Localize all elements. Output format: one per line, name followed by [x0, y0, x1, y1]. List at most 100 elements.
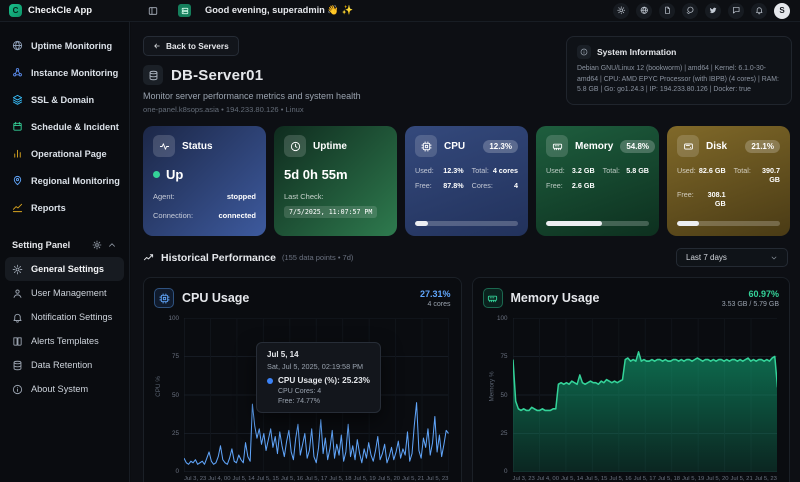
sidebar-item-label: Data Retention [31, 360, 93, 370]
status-up-dot [153, 171, 160, 178]
memory-usage-chart-card: Memory Usage 60.97% 3.53 GB / 5.79 GB Me… [471, 277, 790, 482]
memory-y-axis-ticks: 100 75 50 25 0 [496, 315, 508, 475]
sidebar-item-notification-settings[interactable]: Notification Settings [5, 305, 124, 329]
layers-icon [12, 94, 23, 105]
cpu-progress-bar [415, 221, 518, 226]
bell-icon [12, 312, 23, 323]
cpu-chart-title: CPU Usage [182, 291, 250, 305]
bar-chart-icon [12, 148, 23, 159]
notifications-bell-icon[interactable] [751, 2, 767, 19]
disk-icon [677, 135, 699, 157]
connection-status: connected [218, 211, 256, 220]
map-pin-icon [12, 175, 23, 186]
sidebar-item-schedule-incident[interactable]: Schedule & Incident [0, 113, 129, 140]
docs-file-icon[interactable] [659, 2, 675, 19]
sidebar-item-label: SSL & Domain [31, 94, 95, 105]
database-icon [12, 360, 23, 371]
cpu-y-axis-ticks: 100 75 50 25 0 [168, 315, 179, 475]
setting-panel-label: Setting Panel [12, 240, 71, 250]
sidebar: Uptime Monitoring Instance Monitoring SS… [0, 22, 130, 482]
memory-card: Memory 54.8% Used: 3.2 GB Total: 5.8 GB Fr… [536, 126, 659, 236]
back-to-servers-button[interactable]: Back to Servers [143, 36, 239, 56]
historical-performance-header: Historical Performance (155 data points … [143, 248, 790, 267]
sidebar-item-label: Uptime Monitoring [31, 40, 113, 51]
sidebar-item-label: Regional Monitoring [31, 175, 120, 186]
sidebar-item-instance-monitoring[interactable]: Instance Monitoring [0, 59, 129, 86]
cpu-icon [154, 288, 174, 308]
status-value: Up [166, 167, 184, 182]
series-dot [267, 377, 273, 384]
user-avatar[interactable]: S [774, 2, 790, 19]
chevron-down-icon [770, 254, 778, 262]
disk-card: Disk 21.1% Used: 82.6 GB Total: 390.7 GB F… [667, 126, 790, 236]
sidebar-item-user-management[interactable]: User Management [5, 281, 124, 305]
cpu-chart-percent: 27.31% [419, 288, 451, 299]
sidebar-item-label: Operational Page [31, 148, 107, 159]
info-icon [577, 45, 591, 59]
last-check-timestamp: 7/5/2025, 11:07:57 PM [284, 206, 378, 218]
memory-progress-bar [546, 221, 649, 226]
sidebar-item-label: Alerts Templates [31, 336, 99, 346]
memory-chart-title: Memory Usage [510, 291, 600, 305]
sidebar-item-label: Instance Monitoring [31, 67, 119, 78]
nodes-icon [12, 67, 23, 78]
language-globe-icon[interactable] [636, 2, 652, 19]
calendar-icon [12, 121, 23, 132]
memory-icon [546, 135, 568, 157]
sidebar-item-data-retention[interactable]: Data Retention [5, 353, 124, 377]
theme-toggle-sun-icon[interactable] [613, 2, 629, 19]
database-icon [143, 65, 163, 85]
historical-meta: (155 data points • 7d) [281, 253, 354, 262]
cpu-percent-badge: 12.3% [483, 139, 518, 153]
chevron-up-icon [107, 240, 117, 250]
activity-pulse-icon [153, 135, 175, 157]
trend-arrow-icon [143, 252, 154, 263]
github-icon[interactable] [682, 2, 698, 19]
sidebar-item-label: Reports [31, 202, 66, 213]
cpu-chart-subtext: 4 cores [427, 300, 451, 308]
sidebar-item-operational-page[interactable]: Operational Page [0, 140, 129, 167]
historical-title: Historical Performance [161, 251, 276, 264]
memory-area-chart [512, 318, 777, 472]
sidebar-item-about-system[interactable]: About System [5, 377, 124, 401]
arrow-left-icon [153, 42, 161, 50]
cpu-icon [415, 135, 437, 157]
chat-icon[interactable] [728, 2, 744, 19]
gear-icon [92, 240, 102, 250]
sidebar-item-general-settings[interactable]: General Settings [5, 257, 124, 281]
cpu-y-axis-label: CPU % [154, 375, 162, 397]
cpu-usage-chart-card: CPU Usage 27.31% 4 cores CPU % 100 75 50 25… [143, 277, 462, 482]
page-title: DB-Server01 [171, 66, 264, 84]
twitter-icon[interactable] [705, 2, 721, 19]
sidebar-item-label: User Management [31, 288, 107, 298]
gear-icon [12, 264, 23, 275]
charts-row: CPU Usage 27.31% 4 cores CPU % 100 75 50 25… [143, 277, 790, 482]
sidebar-item-alerts-templates[interactable]: Alerts Templates [5, 329, 124, 353]
cpu-x-axis-ticks: Jul 3, 23 Jul 4, 00 Jul 5, 14 Jul 5, 15 Jul … [184, 476, 449, 482]
sidebar-item-reports[interactable]: Reports [0, 194, 129, 221]
agent-status: stopped [226, 192, 256, 201]
uptime-card: Uptime 5d 0h 55m Last Check: 7/5/2025, 1… [274, 126, 397, 236]
sidebar-item-ssl-domain[interactable]: SSL & Domain [0, 86, 129, 113]
sidebar-toggle-icon[interactable] [144, 2, 162, 20]
server-status-icon [178, 4, 191, 17]
topbar: C CheckCle App Good evening, superadmin … [0, 0, 800, 22]
memory-icon [482, 288, 503, 308]
disk-progress-bar [677, 221, 780, 226]
cpu-card: CPU 12.3% Used: 12.3% Total: 4 cores Free:… [405, 126, 528, 236]
memory-chart-area[interactable]: Memory % 100 75 50 25 0 [488, 315, 777, 475]
uptime-value: 5d 0h 55m [284, 167, 348, 182]
system-information-details: Debian GNU/Linux 12 (bookworm) | amd64 |… [577, 65, 779, 94]
app-brand[interactable]: C CheckCle App [0, 4, 130, 17]
time-range-dropdown[interactable]: Last 7 days [676, 248, 788, 267]
page-subtitle: Monitor server performance metrics and s… [143, 91, 361, 101]
memory-chart-subtext: 3.53 GB / 5.79 GB [721, 300, 779, 308]
user-icon [12, 288, 23, 299]
sidebar-item-uptime-monitoring[interactable]: Uptime Monitoring [0, 32, 129, 59]
setting-panel-header[interactable]: Setting Panel [0, 233, 129, 257]
sidebar-item-regional-monitoring[interactable]: Regional Monitoring [0, 167, 129, 194]
disk-percent-badge: 21.1% [745, 139, 780, 153]
cpu-chart-area[interactable]: CPU % 100 75 50 25 0 Jul 5, 14 Sat, Jul 5, 2… [155, 315, 449, 475]
main-content: Back to Servers DB-Server01 Monitor serv… [131, 22, 800, 482]
chart-tooltip: Jul 5, 14 Sat, Jul 5, 2025, 02:19:58 PM … [256, 342, 381, 413]
